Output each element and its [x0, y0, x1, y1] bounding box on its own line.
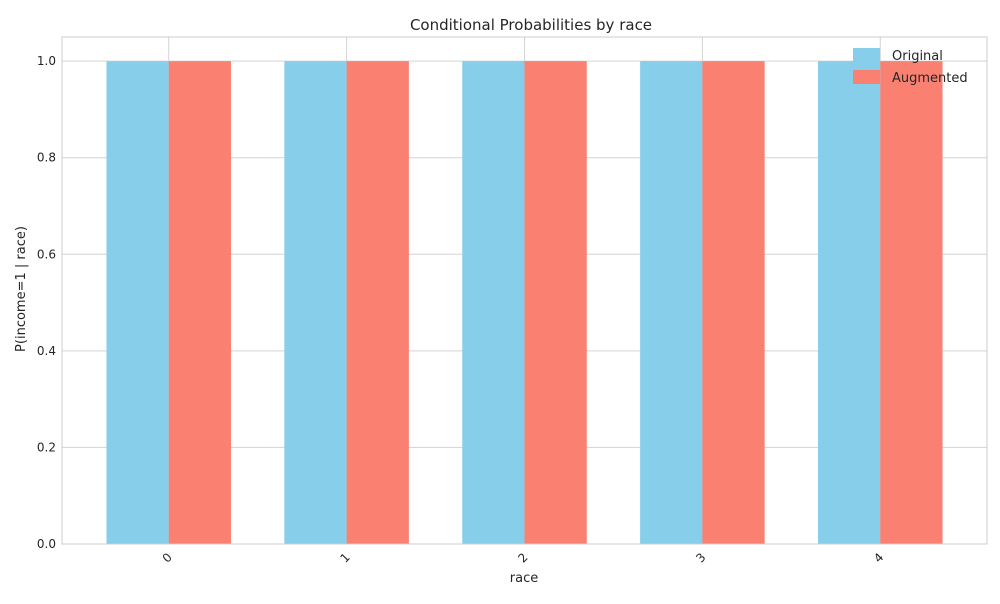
legend-label-original: Original: [892, 49, 943, 64]
legend: Original Augmented: [853, 48, 968, 86]
bar-augmented-4: [880, 61, 943, 545]
bar-original-3: [640, 61, 703, 545]
bar-original-2: [462, 61, 525, 545]
y-axis-label: P(income=1 | race): [14, 226, 29, 352]
y-tick-label: 1.0: [37, 54, 56, 68]
y-tick-label: 0.4: [37, 344, 56, 358]
legend-label-augmented: Augmented: [892, 71, 968, 86]
legend-swatch-original: [853, 48, 880, 62]
bar-augmented-0: [168, 61, 231, 545]
plot-frame: [61, 36, 988, 545]
x-tick-label: 3: [693, 550, 708, 565]
bar-augmented-1: [346, 61, 409, 545]
y-tick-label: 0.6: [37, 247, 56, 261]
bar-augmented-3: [702, 61, 765, 545]
bars: [106, 61, 943, 545]
bar-augmented-2: [524, 61, 587, 545]
x-tick-label: 4: [871, 550, 886, 565]
bar-original-1: [284, 61, 347, 545]
x-axis-label: race: [510, 571, 538, 586]
y-tick-label: 0.8: [37, 151, 56, 165]
chart-title: Conditional Probabilities by race: [410, 16, 652, 34]
legend-swatch-augmented: [853, 70, 880, 84]
y-tick-label: 0.2: [37, 440, 56, 454]
x-tick-label: 0: [160, 550, 175, 565]
x-tick-label: 1: [337, 550, 352, 565]
x-tick-label: 2: [515, 550, 530, 565]
y-tick-label: 0.0: [37, 537, 56, 551]
bar-original-4: [818, 61, 881, 545]
bar-original-0: [106, 61, 169, 545]
